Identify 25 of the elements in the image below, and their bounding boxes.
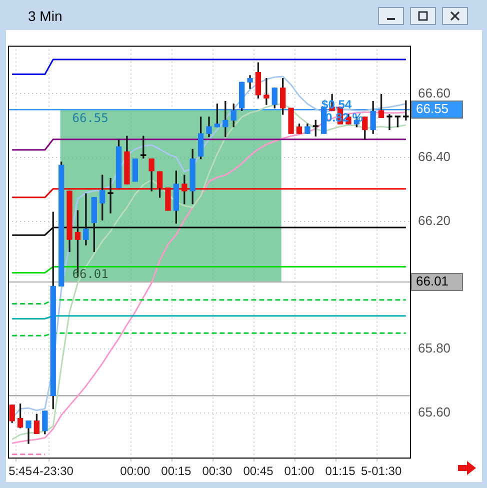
annotation: 66.55 <box>72 110 108 125</box>
candlestick <box>386 114 392 130</box>
x-tick-label: 00:15 <box>161 464 192 478</box>
x-tick-label: 00:00 <box>120 464 151 478</box>
ref-line-label: 66.01 <box>416 274 449 289</box>
candlestick <box>83 193 89 246</box>
candlestick <box>264 78 270 105</box>
y-tick-label: 65.80 <box>418 340 451 356</box>
y-tick-label: 66.40 <box>418 149 451 164</box>
chart-title: 3 Min <box>28 8 62 24</box>
x-tick-label: 01:15 <box>325 464 356 478</box>
x-tick-label: 4-23:30 <box>32 464 74 478</box>
x-tick-label: 00:45 <box>243 464 274 478</box>
y-tick-label: 65.60 <box>418 404 451 420</box>
x-tick-label: 01:00 <box>284 464 315 478</box>
candlestick <box>108 178 114 214</box>
y-tick-label: 66.60 <box>418 85 451 100</box>
candlestick <box>165 188 171 211</box>
y-tick-label: 66.20 <box>418 212 451 228</box>
x-tick-label: 5-01:30 <box>360 464 402 478</box>
x-tick-label: 00:30 <box>202 464 233 478</box>
candlestick <box>132 158 138 182</box>
x-tick-label: 5:45 <box>8 464 32 478</box>
candlestick <box>288 108 294 134</box>
ref-line-label: 66.55 <box>416 101 449 116</box>
